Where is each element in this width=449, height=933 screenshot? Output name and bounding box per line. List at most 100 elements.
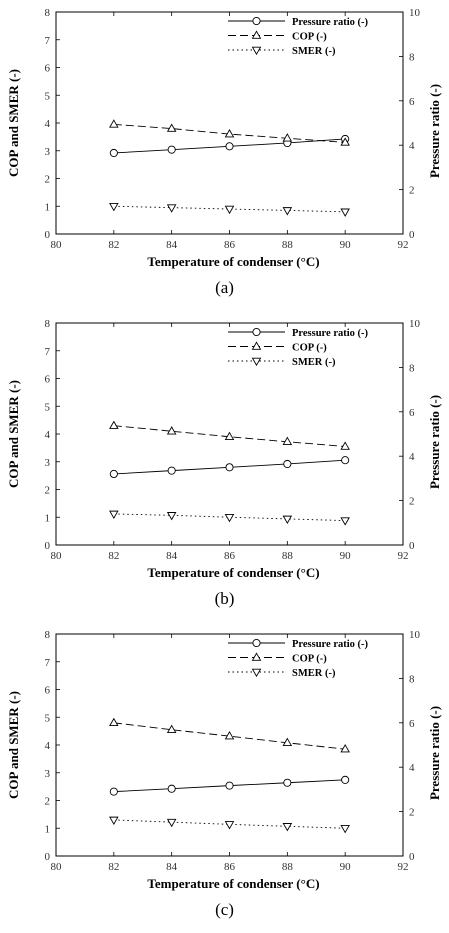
x-tick-label: 84 xyxy=(166,861,178,873)
y-left-tick-label: 0 xyxy=(45,229,51,241)
data-point xyxy=(224,431,235,441)
data-point xyxy=(224,128,235,138)
data-point xyxy=(282,823,293,832)
y-right-tick-label: 8 xyxy=(409,362,415,374)
data-point xyxy=(225,781,234,790)
y-left-tick-label: 2 xyxy=(45,174,51,186)
x-tick-label: 86 xyxy=(224,861,236,873)
y-left-tick-label: 4 xyxy=(45,429,51,441)
data-point xyxy=(167,145,176,154)
y-right-tick-label: 6 xyxy=(409,407,415,419)
data-point xyxy=(109,787,118,796)
y-left-tick-label: 3 xyxy=(45,457,51,469)
y-left-tick-label: 8 xyxy=(45,629,51,641)
y-right-tick-label: 0 xyxy=(409,851,415,863)
data-point xyxy=(340,517,350,526)
x-tick-label: 92 xyxy=(398,239,409,251)
legend-label: Pressure ratio (-) xyxy=(292,639,369,650)
panel-caption: (c) xyxy=(215,900,234,919)
data-point xyxy=(340,744,350,753)
x-axis-title: Temperature of condenser (°C) xyxy=(147,254,319,269)
legend-marker xyxy=(252,327,261,337)
y-left-tick-label: 3 xyxy=(45,768,51,780)
data-point xyxy=(341,775,350,784)
legend-label: Pressure ratio (-) xyxy=(292,328,369,339)
y-left-tick-label: 7 xyxy=(45,35,51,47)
y-right-tick-label: 2 xyxy=(409,185,415,197)
y-left-tick-label: 7 xyxy=(45,657,51,669)
chart-panel-a: 80 82 84 86 88 90 92 0 1 2 3 4 5 6 7 8 0 2 4 6 8 10 Temperatur… xyxy=(0,0,449,311)
y-left-tick-label: 4 xyxy=(45,740,51,752)
y-left-tick-label: 6 xyxy=(45,374,51,386)
data-point xyxy=(166,426,177,435)
y-right-axis-title: Pressure ratio (-) xyxy=(427,395,442,489)
data-point xyxy=(282,133,293,142)
y-left-tick-label: 0 xyxy=(45,851,51,863)
data-point xyxy=(109,203,119,212)
y-left-tick-label: 6 xyxy=(45,685,51,697)
data-point xyxy=(282,207,293,216)
legend-marker xyxy=(252,638,261,648)
chart-svg: 80 82 84 86 88 90 920123456780246810Temperatur… xyxy=(6,7,442,269)
chart-panel-b: 80 82 84 86 88 90 92 0 1 2 3 4 5 6 7 8 0 2 4 6 8 10 Temperatur… xyxy=(0,311,449,622)
x-tick-label: 90 xyxy=(340,239,352,251)
legend-marker xyxy=(251,46,262,56)
panel-caption: (b) xyxy=(214,589,235,608)
data-point xyxy=(340,137,350,146)
y-left-axis-title: COP and SMER (-) xyxy=(6,69,21,177)
y-left-axis-title: COP and SMER (-) xyxy=(6,691,21,799)
y-left-axis-title: COP and SMER (-) xyxy=(6,380,21,488)
y-left-tick-label: 4 xyxy=(45,118,51,130)
legend-label: COP (-) xyxy=(292,343,327,354)
x-tick-label: 90 xyxy=(340,861,352,873)
data-point xyxy=(340,441,350,450)
legend-marker xyxy=(251,357,262,367)
data-point xyxy=(109,420,119,429)
y-left-tick-label: 1 xyxy=(45,201,51,213)
data-point xyxy=(225,463,234,472)
y-left-tick-label: 8 xyxy=(45,318,51,330)
legend-label: COP (-) xyxy=(292,654,327,665)
y-right-axis-title: Pressure ratio (-) xyxy=(427,84,442,178)
legend-marker xyxy=(251,341,262,350)
series-2 xyxy=(109,510,350,526)
series-line xyxy=(113,722,346,750)
x-tick-label: 82 xyxy=(108,239,119,251)
chart-svg: 80 82 84 86 88 90 920123456780246810Temperatur… xyxy=(6,318,442,580)
x-axis-title: Temperature of condenser (°C) xyxy=(147,565,319,580)
y-left-tick-label: 5 xyxy=(45,712,51,724)
chart-panel-c: 80 82 84 86 88 90 92 0 1 2 3 4 5 6 7 8 0 2 4 6 8 10 Temperatur… xyxy=(0,622,449,933)
x-tick-label: 84 xyxy=(166,550,178,562)
y-left-tick-label: 6 xyxy=(45,63,51,75)
x-tick-label: 86 xyxy=(224,239,236,251)
data-point xyxy=(340,208,350,217)
data-point xyxy=(282,515,293,525)
legend-label: SMER (-) xyxy=(292,46,336,57)
panel-caption: (a) xyxy=(215,278,234,297)
data-point xyxy=(224,514,235,523)
series-2 xyxy=(109,816,350,834)
y-left-tick-label: 5 xyxy=(45,401,51,413)
y-right-tick-label: 4 xyxy=(409,451,415,463)
x-axis-title: Temperature of condenser (°C) xyxy=(147,876,319,891)
series-1 xyxy=(109,420,350,450)
x-tick-label: 82 xyxy=(108,550,119,562)
data-point xyxy=(282,737,293,747)
legend-marker xyxy=(251,652,262,661)
x-tick-label: 88 xyxy=(282,861,294,873)
x-tick-label: 86 xyxy=(224,550,236,562)
series-1 xyxy=(109,717,350,753)
data-point xyxy=(166,123,177,132)
y-left-tick-label: 7 xyxy=(45,346,51,358)
y-right-tick-label: 10 xyxy=(409,318,421,330)
data-point xyxy=(282,436,293,446)
series-0 xyxy=(109,456,350,479)
x-tick-label: 80 xyxy=(51,550,63,562)
y-right-tick-label: 8 xyxy=(409,51,415,63)
data-point xyxy=(109,469,118,479)
y-left-tick-label: 1 xyxy=(45,823,51,835)
x-tick-label: 90 xyxy=(340,550,352,562)
data-point xyxy=(340,825,350,834)
x-tick-label: 80 xyxy=(51,861,63,873)
data-point xyxy=(166,512,177,521)
